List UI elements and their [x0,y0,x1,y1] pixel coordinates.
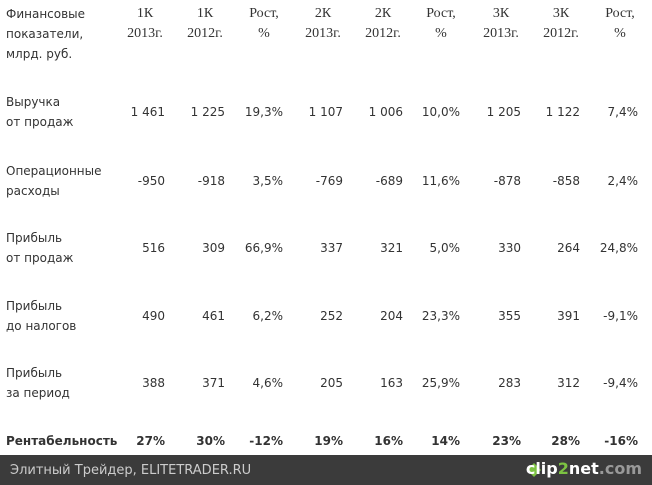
column-header: % [258,26,270,41]
cell: 330 [498,241,521,255]
column-header: 1К [196,6,214,21]
cell: 309 [202,241,225,255]
cell: 1 461 [130,105,165,119]
cell: 1 107 [308,105,343,119]
cell: 337 [320,241,343,255]
row-label: Выручка [6,95,61,109]
column-header: 2013г. [305,26,341,41]
cell: 23,3% [421,309,460,323]
cell: 1 122 [545,105,580,119]
cell: 321 [380,241,403,255]
cell: -689 [375,174,403,188]
cell: -9,1% [603,309,638,323]
column-header: Рост, [605,6,635,21]
logo-part: 2 [557,459,569,478]
column-header: % [435,26,447,41]
row-label: Рентабельность [6,434,118,448]
cell: -950 [137,174,165,188]
cell: 28% [551,434,580,448]
column-header: 2013г. [483,26,519,41]
cell: 27% [136,434,165,448]
column-header: Рост, [249,6,279,21]
cell: -769 [315,174,343,188]
cell: 163 [380,376,403,390]
cell: 252 [320,309,343,323]
column-header: 2012г. [365,26,401,41]
row-label: Операционные [6,164,102,178]
footer-bar: Элитный Трейдер, ELITETRADER.RU clip2net… [0,455,652,485]
cell: 6,2% [252,309,284,323]
logo-part: .com [598,459,642,478]
cell: 14% [431,434,460,448]
column-header: 2К [374,6,392,21]
cell: 355 [498,309,521,323]
row-label: Прибыль [6,366,63,380]
column-header: 2013г. [127,26,163,41]
cell: 11,6% [421,174,460,188]
cell: 10,0% [421,105,460,119]
cell: 24,8% [599,241,638,255]
cell: -878 [493,174,521,188]
cell: 1 205 [486,105,521,119]
header-label: показатели, [6,27,84,41]
cell: 23% [492,434,521,448]
column-header: 3К [552,6,570,21]
cell: 66,9% [244,241,283,255]
cell: 25,9% [421,376,460,390]
row-label: до налогов [6,319,77,333]
logo-part: clip [525,459,558,478]
column-header: 3К [492,6,510,21]
cell: 7,4% [607,105,639,119]
cell: 1 006 [368,105,403,119]
row-label: от продаж [6,115,74,129]
cell: -12% [249,434,283,448]
row-label: Прибыль [6,231,63,245]
cell: -9,4% [603,376,638,390]
cell: 264 [557,241,580,255]
cell: 283 [498,376,521,390]
cell: 312 [557,376,580,390]
cell: -918 [197,174,225,188]
cell: 461 [202,309,225,323]
cell: 205 [320,376,343,390]
logo-part: net [568,459,599,478]
column-header: 1К [136,6,154,21]
cell: 3,5% [252,174,284,188]
cell: 5,0% [429,241,461,255]
cell: 391 [557,309,580,323]
row-label: за период [6,386,70,400]
cell: 371 [202,376,225,390]
column-header: 2К [314,6,332,21]
column-header: 2012г. [187,26,223,41]
cell: 204 [380,309,403,323]
logo: clip2net.com [526,459,642,479]
column-header: 2012г. [543,26,579,41]
header-label: Финансовые [6,7,86,21]
logo-icon [527,463,541,477]
cell: 19,3% [244,105,283,119]
column-header: Рост, [426,6,456,21]
cell: 490 [142,309,165,323]
cell: 16% [374,434,403,448]
cell: 19% [314,434,343,448]
column-header: % [614,26,626,41]
header-label: млрд. руб. [6,47,73,61]
row-label: расходы [6,184,60,198]
footer-text: Элитный Трейдер, ELITETRADER.RU [10,463,252,478]
row-label: от продаж [6,251,74,265]
row-label: Прибыль [6,299,63,313]
cell: 516 [142,241,165,255]
cell: 1 225 [190,105,225,119]
cell: 2,4% [607,174,639,188]
cell: -858 [552,174,580,188]
cell: 388 [142,376,165,390]
cell: -16% [604,434,638,448]
cell: 4,6% [252,376,284,390]
cell: 30% [196,434,225,448]
